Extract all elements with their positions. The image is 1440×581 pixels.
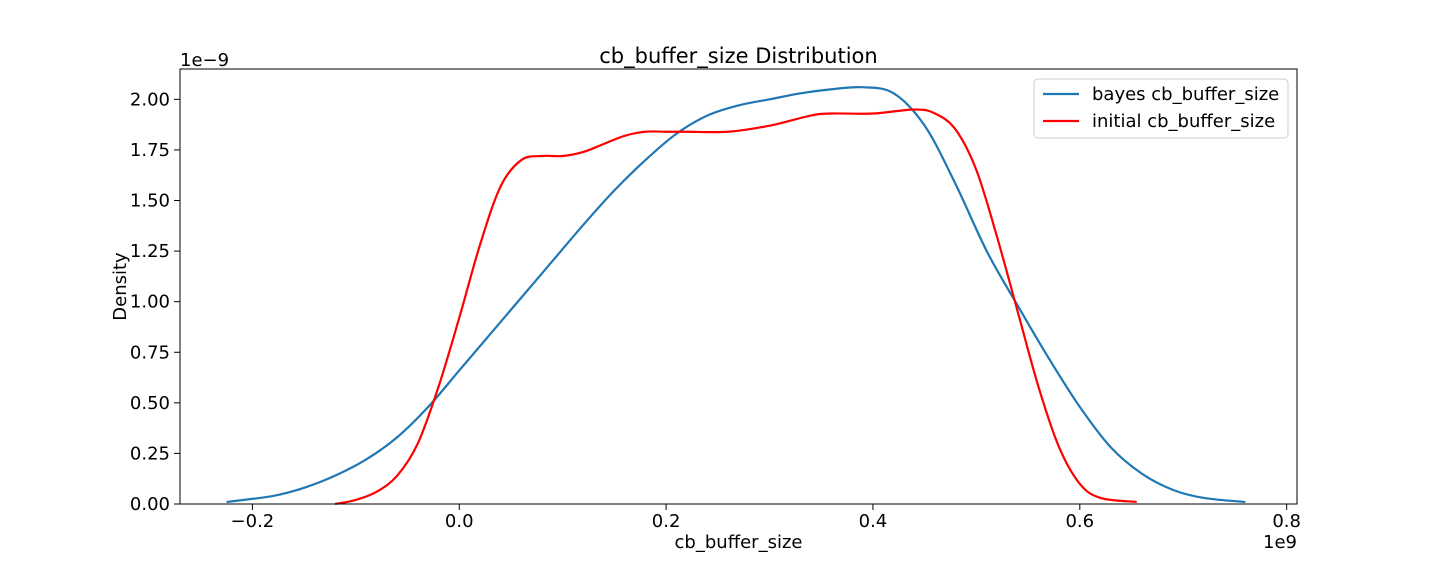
y-tick-label: 0.25 [130,443,170,464]
x-axis-ticks: −0.2 0.0 0.2 0.4 0.6 0.8 [231,504,1301,532]
x-tick-label: −0.2 [231,511,275,532]
y-tick-label: 1.00 [130,292,170,313]
y-tick-label: 2.00 [130,89,170,110]
legend-label: bayes cb_buffer_size [1092,84,1279,105]
x-tick-label: 0.4 [859,511,888,532]
y-tick-label: 0.75 [130,342,170,363]
x-scale-label: 1e9 [1263,532,1297,553]
series-line-1 [334,108,1137,506]
y-tick-label: 1.25 [130,241,170,262]
y-axis-ticks: 0.00 0.25 0.50 0.75 1.00 1.25 1.50 1.75 2.00 [130,89,180,515]
legend-label: initial cb_buffer_size [1092,111,1275,132]
series-layer [226,85,1246,506]
y-tick-label: 1.50 [130,191,170,212]
x-axis-label: cb_buffer_size [675,532,803,553]
x-tick-label: 0.0 [445,511,474,532]
x-tick-label: 0.8 [1272,511,1301,532]
y-scale-label: 1e−9 [180,50,229,71]
y-tick-label: 1.75 [130,140,170,161]
y-tick-label: 0.50 [130,393,170,414]
x-tick-label: 0.6 [1065,511,1094,532]
plot-frame [179,68,1298,505]
legend-box [1033,78,1289,139]
series-line-0 [226,85,1246,504]
y-axis-label: Density [110,252,131,321]
x-tick-label: 0.2 [652,511,681,532]
y-tick-label: 0.00 [130,494,170,515]
chart-title: cb_buffer_size Distribution [599,44,877,69]
